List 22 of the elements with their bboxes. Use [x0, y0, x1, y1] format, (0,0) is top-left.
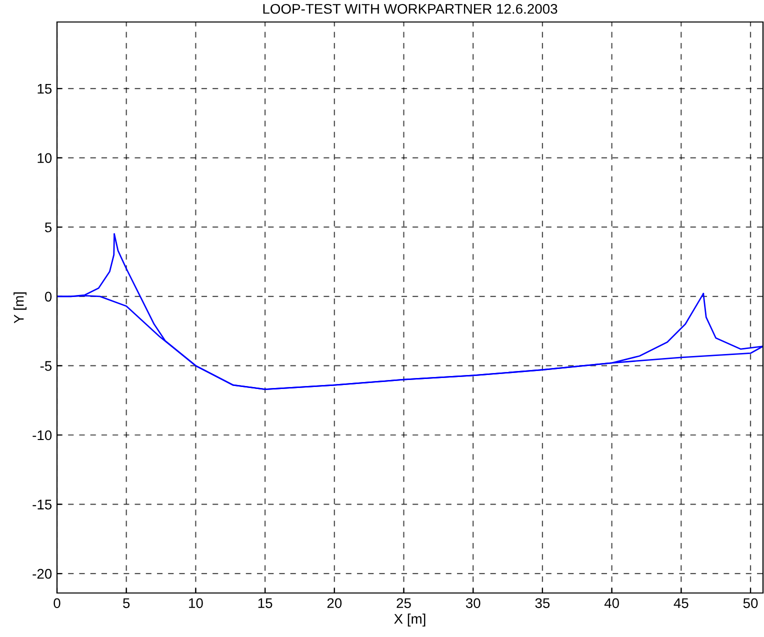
- y-tick-label: -5: [40, 361, 52, 371]
- x-tick-label: 30: [466, 598, 480, 608]
- y-tick-label: -20: [32, 568, 52, 579]
- x-tick-label: 35: [535, 598, 550, 608]
- x-tick-label: 25: [396, 598, 411, 608]
- x-tick-label: 15: [258, 598, 272, 608]
- chart-title: LOOP-TEST WITH WORKPARTNER 12.6.2003: [263, 4, 558, 14]
- y-tick-label: -15: [32, 500, 52, 510]
- x-tick-label: 50: [743, 598, 758, 608]
- x-tick-label: 10: [189, 598, 203, 608]
- x-tick-label: 5: [123, 598, 130, 608]
- y-tick-label: 10: [38, 153, 52, 163]
- y-tick-label: -10: [32, 430, 52, 440]
- x-axis-title: X [m]: [394, 614, 426, 627]
- x-tick-label: 45: [674, 598, 688, 608]
- x-tick-label: 0: [54, 598, 60, 608]
- x-tick-label: 20: [327, 598, 342, 608]
- y-tick-label: 5: [44, 222, 52, 232]
- y-tick-label: 0: [44, 292, 52, 302]
- y-tick-label: 15: [38, 84, 52, 94]
- x-tick-label: 40: [604, 598, 619, 608]
- y-axis-title: Y [m]: [14, 292, 27, 324]
